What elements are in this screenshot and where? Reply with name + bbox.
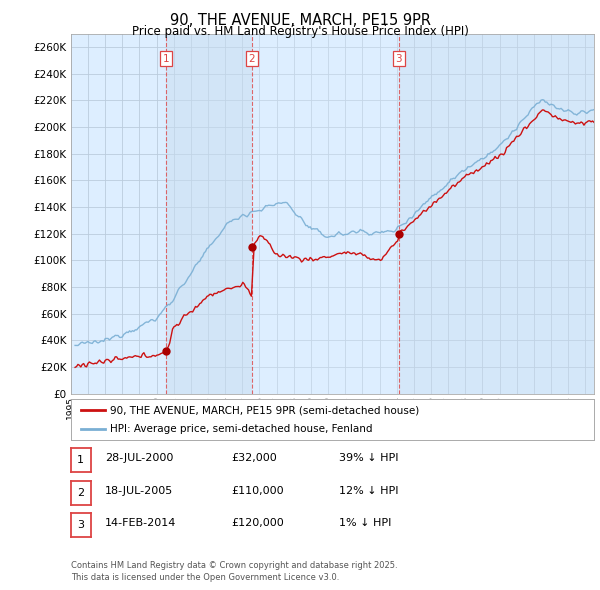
Text: 18-JUL-2005: 18-JUL-2005 — [105, 486, 173, 496]
Text: £120,000: £120,000 — [231, 519, 284, 528]
Text: 1: 1 — [77, 455, 84, 465]
Text: 12% ↓ HPI: 12% ↓ HPI — [339, 486, 398, 496]
Text: Contains HM Land Registry data © Crown copyright and database right 2025.
This d: Contains HM Land Registry data © Crown c… — [71, 561, 397, 582]
Text: Price paid vs. HM Land Registry's House Price Index (HPI): Price paid vs. HM Land Registry's House … — [131, 25, 469, 38]
Text: 39% ↓ HPI: 39% ↓ HPI — [339, 454, 398, 463]
Text: £32,000: £32,000 — [231, 454, 277, 463]
Text: 2: 2 — [77, 488, 84, 497]
Text: 90, THE AVENUE, MARCH, PE15 9PR (semi-detached house): 90, THE AVENUE, MARCH, PE15 9PR (semi-de… — [110, 405, 419, 415]
Bar — [251, 34, 399, 394]
Text: 3: 3 — [395, 54, 402, 64]
Text: 14-FEB-2014: 14-FEB-2014 — [105, 519, 176, 528]
Text: 28-JUL-2000: 28-JUL-2000 — [105, 454, 173, 463]
Text: 1% ↓ HPI: 1% ↓ HPI — [339, 519, 391, 528]
Text: 3: 3 — [77, 520, 84, 530]
Bar — [399, 34, 594, 394]
Text: 2: 2 — [248, 54, 255, 64]
Bar — [166, 34, 251, 394]
Text: 1: 1 — [163, 54, 170, 64]
Text: HPI: Average price, semi-detached house, Fenland: HPI: Average price, semi-detached house,… — [110, 424, 373, 434]
Text: 90, THE AVENUE, MARCH, PE15 9PR: 90, THE AVENUE, MARCH, PE15 9PR — [170, 13, 431, 28]
Text: £110,000: £110,000 — [231, 486, 284, 496]
